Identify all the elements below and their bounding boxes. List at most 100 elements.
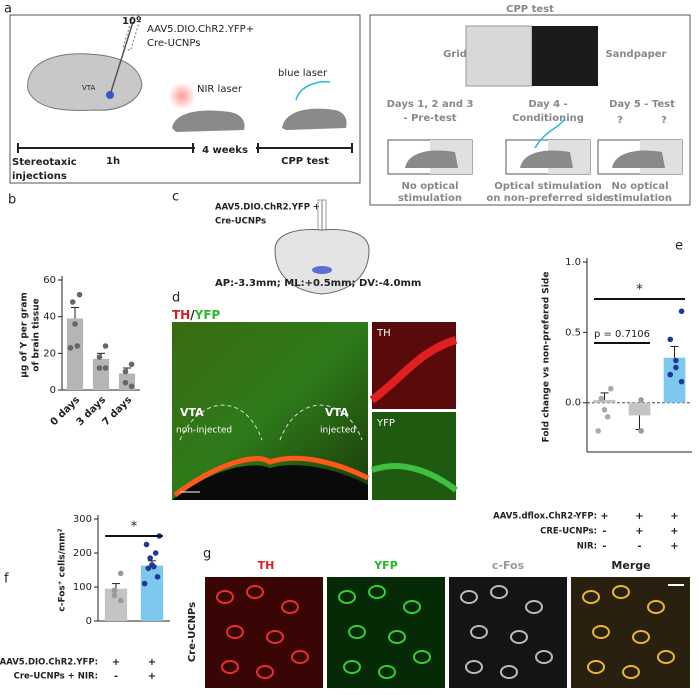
stage-mark: ? [661, 115, 667, 126]
data-point [143, 541, 150, 548]
column-label: TH [258, 559, 275, 572]
panel-letter: d [172, 291, 180, 306]
y-tick-label: 100 [73, 582, 92, 593]
mouse [172, 110, 245, 132]
condition-sign: + [148, 657, 156, 668]
bar [628, 402, 651, 416]
condition-sign: + [112, 657, 120, 668]
title-sep: / [190, 308, 195, 322]
cell [413, 650, 431, 664]
stage-title: Day 4 - [528, 99, 567, 110]
laser-glow [168, 82, 196, 110]
cell [582, 590, 600, 604]
condition-label: AAV5.DIO.ChR2.YFP: [0, 658, 98, 668]
bar [104, 588, 128, 621]
cell [281, 600, 299, 614]
blue-laser-label: blue laser [278, 68, 328, 79]
data-point [122, 368, 129, 375]
condition-sign: + [148, 671, 156, 682]
column-label: YFP [373, 559, 398, 572]
condition-label: NIR: [577, 542, 597, 552]
floor-label: Sandpaper [605, 49, 666, 60]
data-point [111, 587, 118, 594]
data-point [117, 570, 124, 577]
cell [632, 630, 650, 644]
stage-caption: No optical [401, 181, 458, 192]
stage-caption: on non-preferred side [486, 193, 610, 204]
cell [221, 660, 239, 674]
data-point [667, 336, 674, 343]
floor-label: Grid [443, 49, 467, 60]
data-point [141, 580, 148, 587]
y-tick-label: 0.0 [565, 398, 581, 409]
cell [510, 630, 528, 644]
condition-sign: - [602, 526, 606, 537]
syringe-body [122, 13, 142, 52]
data-point [154, 574, 161, 580]
data-point [102, 365, 109, 371]
column-label: c-Fos [492, 559, 525, 572]
mouse [520, 150, 573, 168]
condition-sign: + [600, 511, 608, 522]
data-point [152, 550, 159, 556]
mouse [405, 150, 458, 168]
vta-marker [312, 266, 332, 274]
row-label: Cre-UCNPs [187, 602, 198, 662]
y-axis-label: of brain tissue [32, 298, 42, 371]
panel-letter: c [172, 190, 179, 205]
y-tick-label: 0 [86, 616, 92, 627]
panel-letter: f [4, 572, 9, 587]
timeline-start: injections [12, 171, 67, 182]
stage-caption: stimulation [608, 193, 672, 204]
y-axis-label: Fold change vs non-prefered Side [542, 272, 552, 443]
panel-letter: a [4, 2, 12, 17]
x-tick-label: 7 days [101, 394, 135, 428]
data-point [145, 565, 152, 572]
timeline-end: CPP test [281, 156, 329, 167]
data-point [673, 364, 679, 371]
data-point [673, 357, 679, 364]
annotation: * [636, 283, 643, 298]
condition-sign: + [670, 511, 678, 522]
y-tick-label: 200 [73, 548, 92, 559]
data-point [122, 379, 129, 386]
stage-caption: Optical stimulation [494, 181, 602, 192]
fiber [534, 117, 566, 149]
cell [535, 650, 553, 664]
micrograph [571, 577, 690, 688]
stage-caption: No optical [611, 181, 668, 192]
condition-label: AAV5.dflox.ChR2-YFP: [493, 512, 597, 522]
y-tick-label: 60 [43, 275, 56, 286]
cell [490, 585, 508, 599]
timeline-interval: 1h [106, 156, 120, 167]
condition-sign: + [670, 541, 678, 552]
cell [291, 650, 309, 664]
condition-sign: + [635, 511, 643, 522]
cell [647, 600, 665, 614]
timeline-interval: 4 weeks [202, 145, 248, 156]
annotation: p = 0.7106 [594, 329, 650, 340]
construct: AAV5.DIO.ChR2.YFP + [215, 203, 320, 213]
data-point [117, 597, 124, 604]
data-point [72, 321, 78, 327]
cells [216, 585, 675, 679]
coordinates: AP:-3.3mm; ML:+0.5mm; DV:-4.0mm [215, 278, 421, 289]
data-point [76, 291, 83, 298]
data-point [604, 414, 611, 420]
cell [612, 585, 630, 599]
cell [587, 660, 605, 674]
cell [500, 665, 518, 679]
region: VTA [82, 84, 96, 92]
data-point [598, 395, 605, 402]
data-point [678, 378, 685, 385]
stage-title: Day 5 - Test [609, 99, 675, 110]
timeline-gap [195, 141, 256, 155]
condition-sign: + [670, 526, 678, 537]
data-point [151, 563, 157, 570]
y-tick-label: 40 [43, 312, 56, 323]
inset-label: TH [376, 328, 391, 339]
panel-letter: e [675, 239, 683, 254]
stage-title: Conditioning [512, 113, 584, 124]
panel-letter: b [8, 193, 16, 208]
bar [140, 565, 164, 621]
